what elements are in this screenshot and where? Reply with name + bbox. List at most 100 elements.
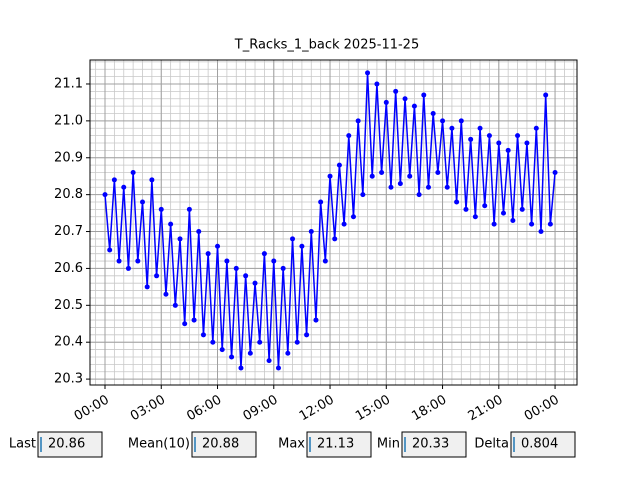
data-point [322, 258, 328, 264]
data-point [224, 258, 230, 264]
data-point [111, 177, 117, 183]
data-point [102, 192, 108, 198]
data-point [304, 332, 310, 338]
data-point [308, 229, 314, 235]
data-point [205, 251, 211, 257]
data-point [196, 229, 202, 235]
data-point [505, 147, 511, 153]
data-point [388, 184, 394, 190]
data-point [182, 321, 188, 327]
data-point [510, 217, 516, 223]
chart-title: T_Racks_1_back 2025-11-25 [234, 38, 419, 53]
widget-value: 21.13 [317, 437, 354, 452]
text-box[interactable] [37, 431, 103, 458]
data-point [135, 258, 141, 264]
y-tick-label: 20.9 [54, 150, 83, 165]
data-point [294, 339, 300, 345]
data-point [538, 229, 544, 235]
data-point [125, 265, 131, 271]
data-point [533, 125, 539, 131]
y-tick-label: 20.8 [54, 187, 83, 202]
y-tick-label: 20.4 [54, 335, 83, 350]
data-point [177, 236, 183, 242]
data-point [200, 332, 206, 338]
widget-value: 0.804 [521, 437, 558, 452]
data-point [243, 273, 249, 279]
data-point [121, 184, 127, 190]
widget-label: Min [377, 437, 400, 452]
data-point [341, 221, 347, 227]
widget-label: Last [9, 437, 36, 452]
data-point [346, 133, 352, 139]
y-tick-label: 20.3 [54, 372, 83, 387]
plot-frame [89, 59, 578, 386]
data-point [458, 118, 464, 124]
data-point [444, 184, 450, 190]
widget-value: 20.33 [412, 437, 449, 452]
data-point [285, 350, 291, 356]
data-point [440, 118, 446, 124]
data-point [393, 88, 399, 94]
data-point [332, 236, 338, 242]
data-point [468, 136, 474, 142]
data-point [168, 221, 174, 227]
data-point [107, 247, 113, 253]
data-point [360, 192, 366, 198]
data-point [369, 173, 375, 179]
data-point [524, 140, 530, 146]
data-point [500, 210, 506, 216]
widget-label: Max [278, 437, 305, 452]
data-point [365, 70, 371, 76]
widget-label: Delta [474, 437, 509, 452]
text-box[interactable] [191, 431, 257, 458]
text-box[interactable] [401, 431, 467, 458]
data-point [430, 110, 436, 116]
data-point [496, 140, 502, 146]
data-point [402, 96, 408, 102]
y-tick-label: 20.5 [54, 298, 83, 313]
data-point [416, 192, 422, 198]
data-point [421, 92, 427, 98]
widget-value: 20.88 [202, 437, 239, 452]
data-point [210, 339, 216, 345]
data-point [547, 221, 553, 227]
data-point [215, 243, 221, 249]
widget-label: Mean(10) [128, 437, 190, 452]
data-point [290, 236, 296, 242]
data-point [486, 133, 492, 139]
data-point [247, 350, 253, 356]
data-point [407, 173, 413, 179]
text-box[interactable] [306, 431, 372, 458]
data-point [425, 184, 431, 190]
data-point [318, 199, 324, 205]
data-point [238, 365, 244, 371]
data-point [519, 206, 525, 212]
data-point [172, 302, 178, 308]
y-tick-label: 21.0 [54, 113, 83, 128]
data-point [163, 291, 169, 297]
data-point [374, 81, 380, 87]
data-point [529, 221, 535, 227]
data-point [233, 265, 239, 271]
data-point [482, 203, 488, 209]
data-point [543, 92, 549, 98]
data-point [266, 358, 272, 364]
data-point [158, 206, 164, 212]
data-point [271, 258, 277, 264]
data-point [477, 125, 483, 131]
data-point [350, 214, 356, 220]
data-point [552, 170, 558, 176]
data-point [454, 199, 460, 205]
data-point [149, 177, 155, 183]
data-point [191, 317, 197, 323]
data-point [472, 214, 478, 220]
text-box[interactable] [510, 431, 576, 458]
data-point [435, 170, 441, 176]
data-point [140, 199, 146, 205]
widget-value: 20.86 [48, 437, 85, 452]
data-point [355, 118, 361, 124]
data-point [154, 273, 160, 279]
data-point [275, 365, 281, 371]
